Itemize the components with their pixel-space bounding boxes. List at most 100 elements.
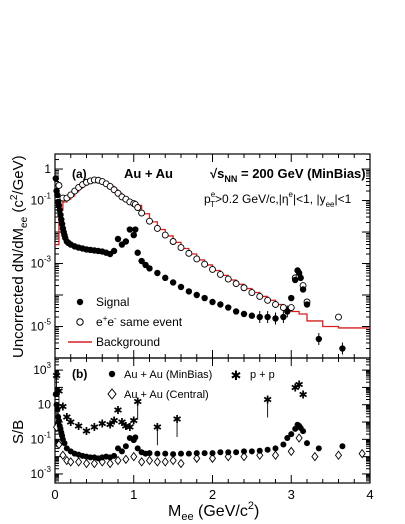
- x-tick-label: 0: [51, 487, 58, 502]
- pp-point: ✱: [106, 420, 115, 432]
- pp-point: ✱: [54, 386, 63, 398]
- minbias-point: [280, 441, 287, 448]
- pp-point: ✱: [117, 417, 126, 429]
- minbias-point: [162, 450, 169, 457]
- a-y-tick-base: 10: [31, 257, 45, 271]
- cuts-sub-ee: ee: [326, 200, 335, 209]
- signal-point: [291, 276, 299, 284]
- central-point: [153, 457, 161, 467]
- minbias-point: [272, 445, 279, 452]
- b-y-tick-label: 10: [38, 398, 52, 412]
- legend-pp-marker: ✱: [231, 368, 242, 383]
- panel-b-label: (b): [72, 367, 87, 381]
- signal-point: [284, 308, 291, 315]
- pp-point: ✱: [66, 417, 75, 429]
- b-y-tick-exp: 3: [47, 361, 52, 370]
- central-point: [311, 451, 319, 462]
- pp-point: ✱: [98, 419, 107, 431]
- signal-point: [256, 313, 263, 321]
- minbias-point: [170, 451, 177, 458]
- same-event-point: [138, 209, 146, 217]
- legend-central-marker: [107, 388, 117, 400]
- same-event-point: [279, 304, 287, 311]
- signal-point: [217, 301, 224, 308]
- pp-point: ✱: [90, 422, 99, 434]
- central-point: [208, 453, 217, 464]
- panel-b-legend: Au + Au (MinBias) ✱ p + p Au + Au (Centr…: [107, 368, 275, 401]
- legend-minbias-label: Au + Au (MinBias): [124, 369, 212, 381]
- pp-point: ✱: [121, 421, 130, 433]
- panel-a-legend: Signal e+e- same event Background: [68, 295, 183, 349]
- cuts-label: pe T>0.2 GeV/c,|ηe|<1, |yee|<1: [204, 190, 352, 209]
- central-point: [193, 453, 201, 464]
- signal-point: [232, 308, 240, 315]
- signal-series: [52, 175, 346, 355]
- cuts-sup-e2: e: [289, 190, 294, 199]
- minbias-point: [300, 428, 307, 435]
- signal-point: [169, 279, 177, 286]
- signal-point: [303, 301, 311, 308]
- b-y-tick-exp: -1: [44, 430, 52, 439]
- signal-point: [162, 274, 169, 282]
- minbias-point: [217, 449, 224, 456]
- central-point: [82, 458, 91, 469]
- cuts-sup-e: e: [211, 190, 216, 199]
- central-point: [169, 455, 177, 466]
- pp-point: ✱: [153, 422, 162, 434]
- same-event-point: [224, 275, 232, 283]
- b-y-tick-label: 103: [33, 361, 51, 377]
- central-point: [90, 458, 98, 469]
- minbias-point: [52, 391, 59, 398]
- minbias-point: [185, 450, 192, 457]
- legend-sup-plus: +: [103, 314, 108, 323]
- x-tick-label: 2: [209, 487, 216, 502]
- x-title-tail: ): [254, 503, 259, 520]
- y-title-sup: 2: [9, 194, 20, 200]
- legend-e2: e: [107, 315, 114, 329]
- a-y-tick-label: 10-3: [31, 255, 52, 271]
- panel-a-ticks: [54, 153, 370, 359]
- cuts-rest2: |<1, |y: [293, 192, 326, 206]
- central-point: [334, 450, 343, 461]
- legend-background-label: Background: [96, 335, 160, 349]
- pp-point: ✱: [113, 405, 122, 417]
- signal-point: [126, 226, 134, 233]
- signal-point: [209, 298, 216, 306]
- minbias-point: [122, 443, 129, 450]
- pp-point: ✱: [58, 401, 67, 413]
- a-y-tick-label: 10-1: [31, 192, 52, 208]
- central-point: [59, 450, 67, 461]
- central-point: [240, 451, 248, 462]
- same-event-point: [55, 182, 63, 189]
- same-event-point: [216, 270, 224, 278]
- central-point: [130, 451, 138, 462]
- same-event-point: [209, 265, 216, 273]
- panel-a-label: (a): [72, 167, 87, 181]
- legend-sup-minus: -: [114, 314, 117, 323]
- legend-e1: e: [96, 315, 103, 329]
- pp-point: ✱: [298, 389, 307, 401]
- pp-point: ✱: [125, 422, 134, 434]
- legend-signal-marker: [76, 298, 84, 306]
- central-point: [138, 457, 146, 467]
- pp-point: ✱: [74, 421, 83, 433]
- minbias-point: [61, 440, 68, 447]
- b-y-tick-exp: -3: [44, 465, 52, 474]
- x-tick-label: 4: [366, 487, 373, 502]
- same-event-point: [240, 284, 248, 292]
- b-y-tick-base: 10: [31, 467, 45, 481]
- same-event-point: [232, 280, 240, 288]
- legend-central-label: Au + Au (Central): [124, 389, 209, 401]
- same-event-point: [169, 238, 177, 245]
- same-event-point: [256, 293, 264, 300]
- signal-point: [264, 313, 271, 321]
- minbias-point: [111, 452, 118, 459]
- energy-sub: NN: [224, 174, 237, 184]
- signal-point: [114, 235, 122, 243]
- central-point: [55, 439, 63, 450]
- energy-sqrt: √s: [210, 166, 224, 181]
- signal-point: [240, 310, 248, 318]
